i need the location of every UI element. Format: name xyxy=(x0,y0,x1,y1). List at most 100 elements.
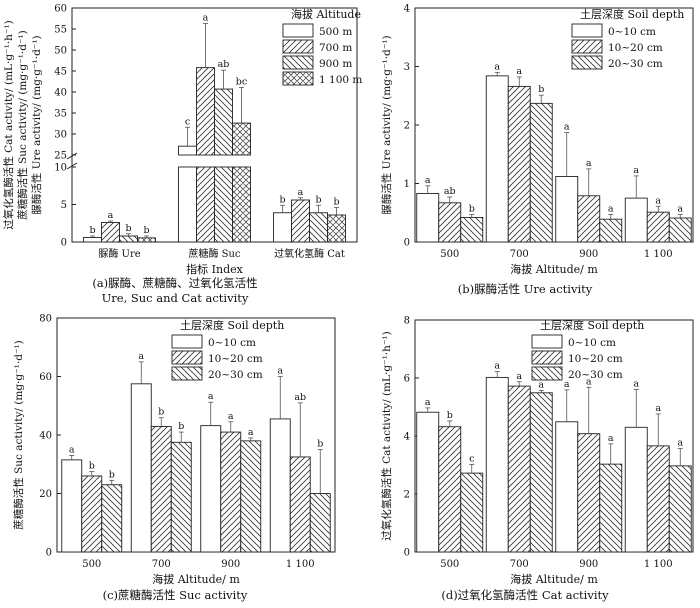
panel-b-sig-letter-3-2: a xyxy=(677,204,683,215)
panel-a-y-tick-label: 40 xyxy=(54,88,67,99)
panel-d-bar-2-1 xyxy=(577,433,601,553)
panel-b-legend-label-2: 20~30 cm xyxy=(608,58,663,70)
panel-d-y-tick-label: 6 xyxy=(404,374,410,385)
panel-a-x-tick-label: 过氧化氢酶 Cat xyxy=(274,247,345,260)
panel-b-y-tick-label: 0 xyxy=(404,238,410,249)
panel-a-sig-letter-0-3: b xyxy=(143,225,149,236)
panel-a-bar-lower-1-3 xyxy=(232,166,251,243)
panel-c-y-axis-label: 蔗糖酶活性 Suc activity/ (mg·g⁻¹·d⁻¹) xyxy=(12,340,25,530)
panel-a-bar-0-0 xyxy=(83,237,102,243)
panel-c-sig-letter-1-2: b xyxy=(178,421,184,432)
panel-a-legend-label-3: 1 100 m xyxy=(319,74,362,86)
panel-d-y-tick-label: 2 xyxy=(404,490,410,501)
panel-b-sig-letter-3-1: a xyxy=(655,195,661,206)
panel-c-sig-letter-3-1: ab xyxy=(294,392,306,403)
panel-c-sig-letter-0-1: b xyxy=(89,461,95,472)
panel-a-y-tick-label: 30 xyxy=(54,130,67,141)
panel-a-legend-label-1: 700 m xyxy=(319,42,352,54)
panel-a-y-tick-label: 0 xyxy=(61,238,67,249)
panel-c-sig-letter-0-0: a xyxy=(69,444,75,455)
panel-c-sig-letter-2-1: a xyxy=(228,411,234,422)
panel-d-bar-1-2 xyxy=(529,392,553,553)
panel-c-x-tick-label: 700 xyxy=(152,559,171,570)
panel-d-sig-letter-1-0: a xyxy=(494,361,500,372)
panel-c-y-tick-label: 80 xyxy=(39,314,52,325)
panel-b-x-axis-label: 海拔 Altitude/ m xyxy=(510,262,598,276)
panel-c-legend-title: 土层深度 Soil depth xyxy=(180,318,284,332)
panel-a-y-tick-label: 55 xyxy=(54,25,67,36)
panel-d-bar-1-0 xyxy=(485,376,509,553)
panel-b-sig-letter-1-2: b xyxy=(538,84,544,95)
panel-b-legend-swatch-1 xyxy=(571,39,603,54)
panel-c-y-tick-label: 40 xyxy=(39,431,52,442)
panel-d-bar-3-1 xyxy=(646,445,670,553)
caption-b: (b)脲酶活性 Ure activity xyxy=(457,282,593,296)
panel-c-bar-1-0 xyxy=(130,383,152,553)
panel-c-bar-1-2 xyxy=(170,441,192,553)
panel-d-sig-letter-0-1: b xyxy=(447,410,453,421)
panel-c-sig-letter-0-2: b xyxy=(109,469,115,480)
panel-d-bar-0-2 xyxy=(460,472,484,553)
panel-a-x-tick-label: 脲酶 Ure xyxy=(98,247,140,260)
panel-a-y-tick-label: 45 xyxy=(54,67,67,78)
panel-b-sig-letter-2-0: a xyxy=(564,122,570,133)
panel-c-x-axis-label: 海拔 Altitude/ m xyxy=(152,572,240,586)
panel-b-x-tick-label: 700 xyxy=(510,249,529,260)
panel-d-sig-letter-3-2: a xyxy=(677,437,683,448)
caption-a-line1: (a)脲酶、蔗糖酶、过氧化氢活性 xyxy=(92,276,258,290)
panel-c-bar-0-1 xyxy=(81,475,103,553)
panel-b-sig-letter-2-2: a xyxy=(608,204,614,215)
panel-d-legend-label-2: 20~30 cm xyxy=(568,369,623,381)
panel-d-legend-title: 土层深度 Soil depth xyxy=(540,318,644,332)
panel-b-x-tick-label: 500 xyxy=(440,249,459,260)
panel-d-y-tick-label: 4 xyxy=(404,432,410,443)
panel-d-sig-letter-1-1: a xyxy=(516,371,522,382)
panel-a-sig-letter-0-1: a xyxy=(108,210,114,221)
panel-d-legend-label-1: 10~20 cm xyxy=(568,353,623,365)
panel-d-bar-2-2 xyxy=(599,463,623,553)
panel-b-bar-3-1 xyxy=(646,211,670,243)
panel-d-sig-letter-2-2: a xyxy=(608,433,614,444)
panel-d-sig-letter-1-2: a xyxy=(538,379,544,390)
panel-a-y-tick-label: 35 xyxy=(54,109,67,120)
panel-a-sig-letter-2-1: a xyxy=(298,187,304,198)
panel-c-legend-swatch-1 xyxy=(171,350,203,365)
panel-d-cat-activity: 0 2 4 6 8 a b c 500 a a a 700 a a a 900 a a a 1 100 海拔 Altitu… xyxy=(380,316,694,586)
panel-b-bar-0-0 xyxy=(416,192,440,243)
panel-d-x-tick-label: 700 xyxy=(510,559,529,570)
panel-b-sig-letter-2-1: a xyxy=(586,158,592,169)
panel-a-legend-swatch-2 xyxy=(282,55,314,70)
panel-b-legend-swatch-0 xyxy=(571,23,603,38)
panel-d-x-tick-label: 500 xyxy=(440,559,459,570)
panel-c-bar-0-0 xyxy=(61,459,83,553)
panel-b-bar-2-2 xyxy=(599,218,623,243)
panel-c-x-tick-label: 500 xyxy=(82,559,101,570)
panel-a-bar-1-1 xyxy=(196,67,215,156)
panel-c-sig-letter-3-0: a xyxy=(277,366,283,377)
panel-a-bar-2-1 xyxy=(291,199,310,243)
panel-c-sig-letter-3-2: b xyxy=(317,439,323,450)
panel-a-bar-1-2 xyxy=(214,88,233,156)
panel-a-y-tick-label: 5 xyxy=(61,200,67,211)
panel-d-y-axis-label: 过氧化氢酶活性 Cat activity/ (mL·g⁻¹·h⁻¹) xyxy=(380,331,393,541)
panel-a-axis-break-mark xyxy=(66,152,78,170)
panel-a-y-axis-label-1: 蔗糖酶活性 Suc activity/ (mg·g⁻¹·d⁻¹) xyxy=(16,30,29,220)
panel-a-legend-swatch-0 xyxy=(282,23,314,38)
panel-c-sig-letter-1-1: b xyxy=(158,407,164,418)
panel-d-sig-letter-2-1: a xyxy=(586,376,592,387)
panel-c-legend-label-1: 10~20 cm xyxy=(208,353,263,365)
panel-c-y-tick-label: 0 xyxy=(46,548,52,559)
panel-c-bar-2-2 xyxy=(240,440,262,553)
caption-d: (d)过氧化氢酶活性 Cat activity xyxy=(441,588,609,602)
panel-d-bar-1-1 xyxy=(507,385,531,553)
panel-c-bar-3-1 xyxy=(289,456,311,553)
panel-c-sig-letter-2-0: a xyxy=(208,391,214,402)
panel-b-sig-letter-0-2: b xyxy=(469,204,475,215)
panel-a-y-axis-label-0: 过氧化氢酶活性 Cat activity/ (mL·g⁻¹·h⁻¹) xyxy=(2,20,15,230)
panel-c-legend-label-0: 0~10 cm xyxy=(208,337,256,349)
panel-d-legend-swatch-1 xyxy=(531,350,563,365)
panel-b-sig-letter-0-1: ab xyxy=(444,186,456,197)
